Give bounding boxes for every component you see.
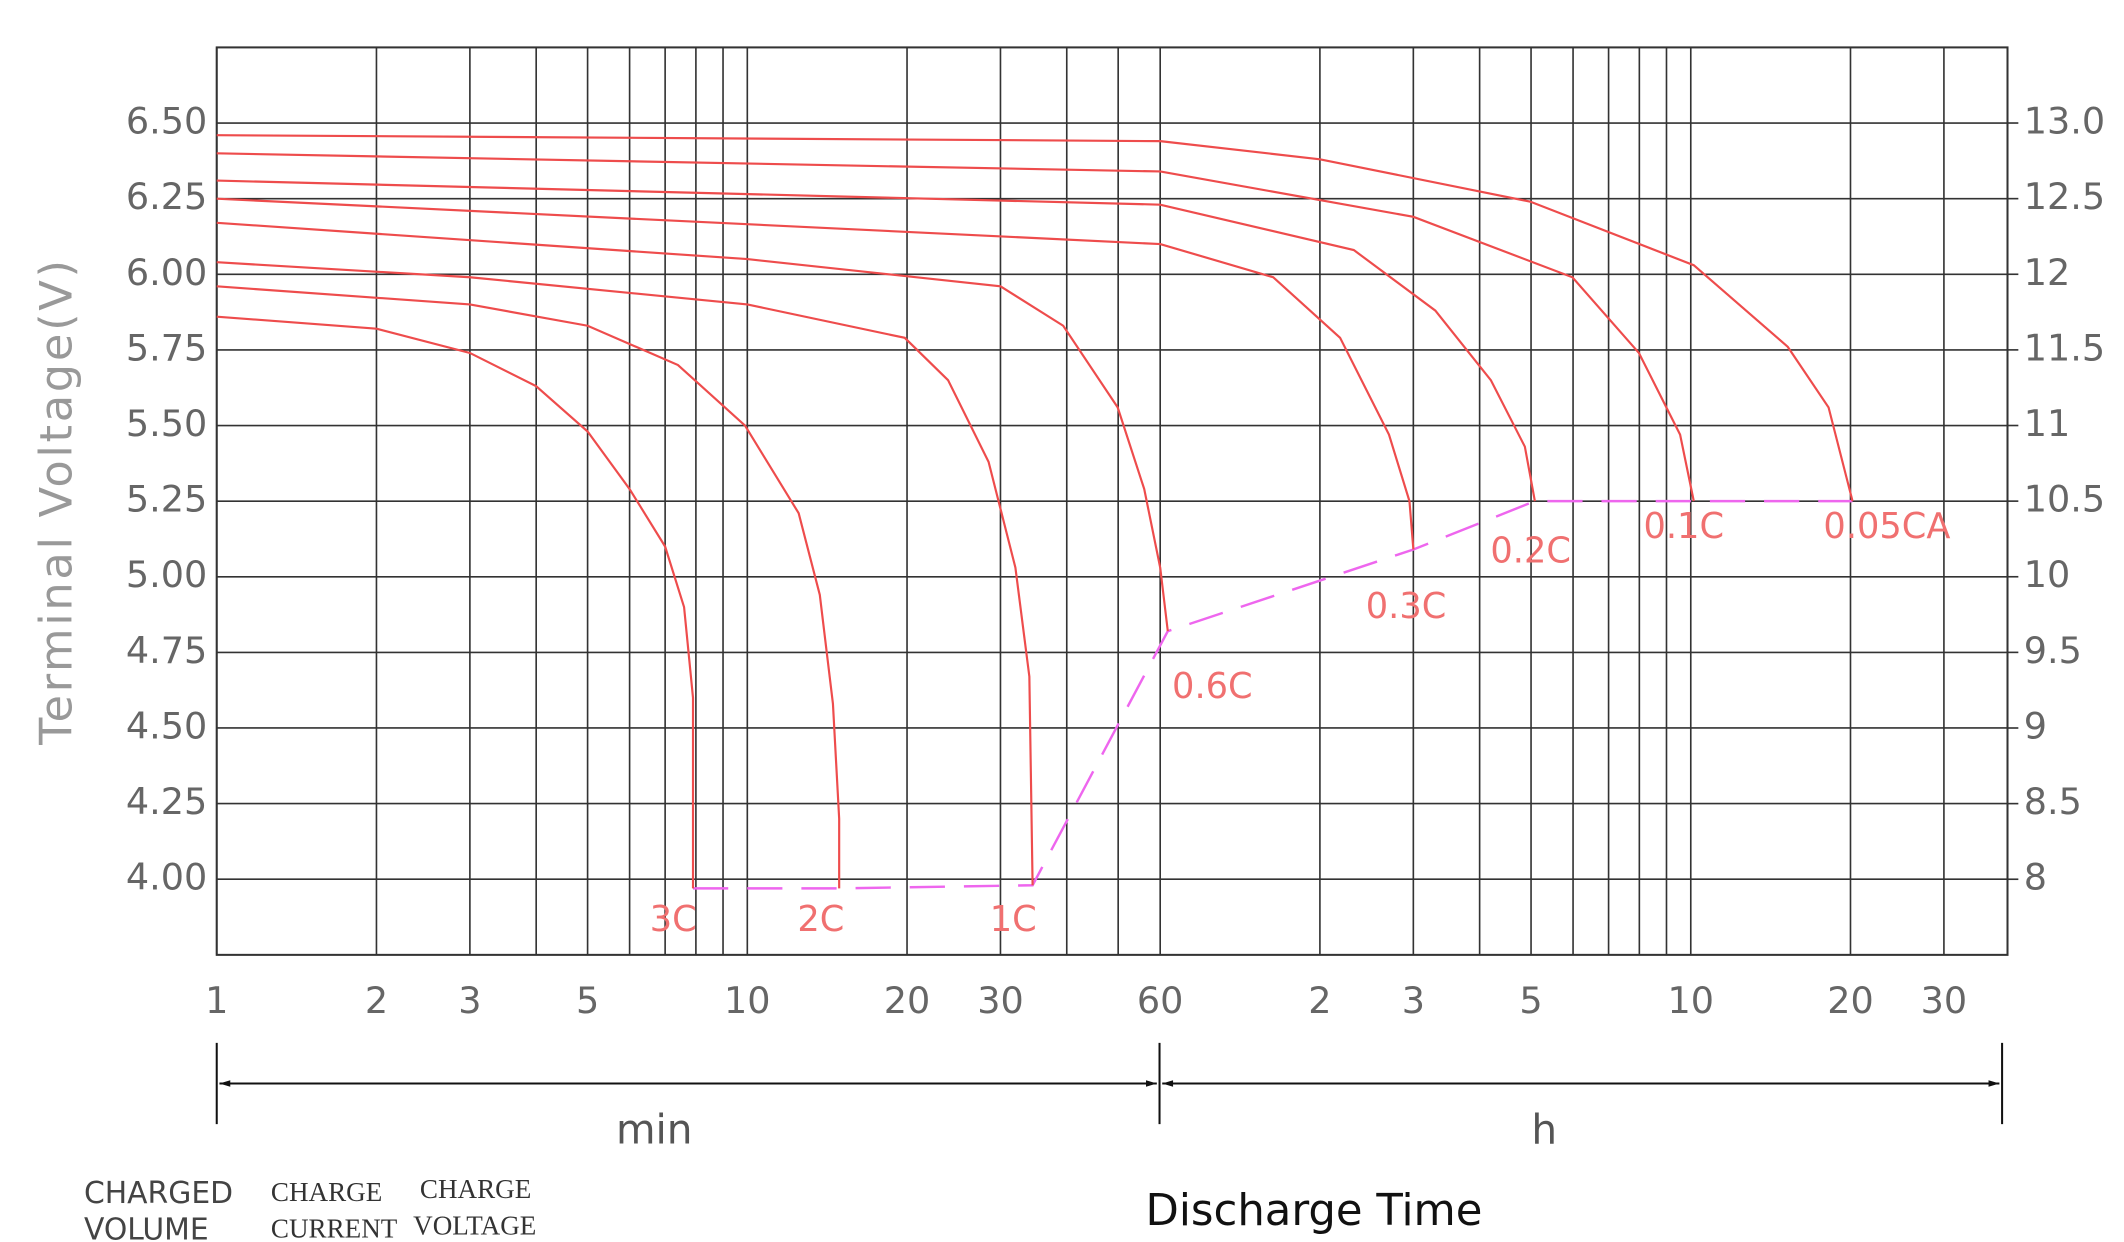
y-tick-label: 4.25 [126,780,207,823]
x-tick-label: 1 [205,979,228,1022]
y-tick-label: 4.50 [126,705,207,748]
y2-tick-label: 10.5 [2024,478,2105,521]
y2-tick-label: 12 [2024,251,2071,294]
y2-tick-label: 8.5 [2024,780,2082,823]
y-tick-label: 5.25 [126,478,207,521]
x-tick-label: 10 [1668,979,1715,1022]
footer-label: CHARGED [84,1176,233,1211]
curve [216,315,695,889]
x-tick-label: 5 [1519,979,1542,1022]
h-label: h [1531,1105,1557,1153]
footer-label: CHARGE [271,1177,382,1207]
x-tick-label: 3 [1402,979,1425,1022]
y-tick-label: 5.50 [126,402,207,445]
curve [216,285,841,889]
curve-label: 1C [990,899,1037,940]
time-span-arrows [215,1042,2004,1125]
curve [216,261,1034,886]
y-tick-label: 5.75 [126,326,207,369]
curve-label: 0.3C [1366,586,1447,627]
y2-tick-label: 11 [2024,402,2071,445]
curve [216,221,1169,632]
x-tick-label: 3 [458,979,481,1022]
x-tick-label: 30 [1921,979,1968,1022]
y-tick-label: 5.00 [126,553,207,596]
curve [216,152,1695,502]
curve [216,179,1536,502]
curve-label: 0.1C [1643,506,1724,547]
min-label: min [616,1105,693,1153]
y2-tick-label: 9.5 [2024,629,2082,672]
y2-tick-label: 10 [2024,553,2071,596]
x-tick-label: 20 [1827,979,1874,1022]
footer-label: CURRENT [271,1213,398,1242]
footer-label: CHARGE [420,1174,531,1204]
y2-tick-label: 8 [2024,856,2047,899]
x-tick-label: 30 [977,979,1024,1022]
y2-tick-label: 9 [2024,705,2047,748]
cutoff-line [693,499,1853,890]
y-tick-label: 4.00 [126,856,207,899]
y-tick-label: 6.50 [126,100,207,143]
y2-tick-label: 11.5 [2024,326,2105,369]
y2-tick-label: 12.5 [2024,175,2105,218]
y-tick-label: 6.25 [126,175,207,218]
y-tick-label: 4.75 [126,629,207,672]
curve-label: 0.6C [1172,666,1253,707]
x-tick-label: 2 [1308,979,1331,1022]
x-tick-label: 20 [884,979,931,1022]
x-tick-label: 60 [1137,979,1184,1022]
y2-tick-label: 13.0 [2024,100,2105,143]
curve-label: 3C [650,899,697,940]
curve-label: 2C [797,899,844,940]
footer-label: VOLTAGE [413,1211,536,1241]
curve-label: 0.2C [1490,531,1571,572]
x-tick-label: 2 [365,979,388,1022]
x-tick-label: 10 [724,979,771,1022]
x-tick-label: 5 [576,979,599,1022]
curve-label: 0.05CA [1823,506,1950,547]
x-axis-label: Discharge Time [1146,1186,1483,1236]
y-tick-label: 6.00 [126,251,207,294]
curve [216,134,1854,502]
curve [216,197,1415,550]
footer-label: VOLUME [84,1213,209,1242]
y-axis-label: Terminal Voltage(V) [31,257,83,746]
